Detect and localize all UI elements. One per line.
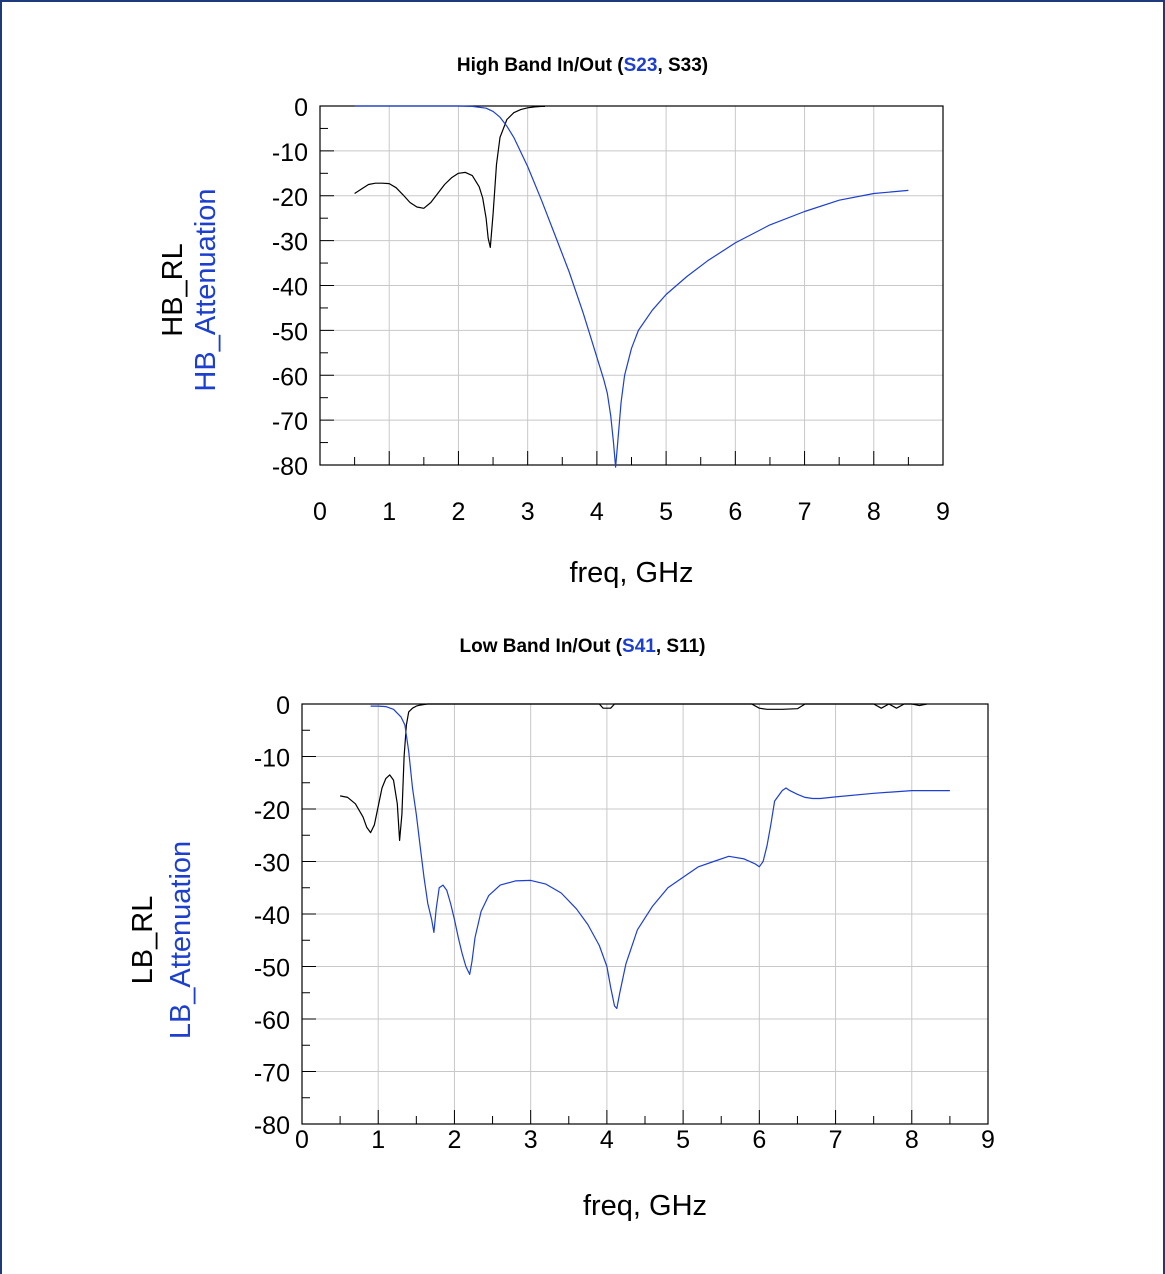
title-part: Low Band In/Out (	[459, 636, 623, 657]
x-tick-label: 4	[600, 1126, 614, 1154]
x-tick-label: 2	[451, 498, 465, 526]
x-tick-label: 3	[521, 498, 535, 526]
chart-title-high-band: High Band In/Out (S23, S33)	[0, 55, 1165, 77]
x-tick-label: 6	[728, 498, 742, 526]
low-band-series-line-2	[370, 705, 950, 1010]
y-tick-label: -70	[254, 1060, 290, 1088]
x-tick-label: 9	[981, 1126, 995, 1154]
x-tick-label: 1	[382, 498, 396, 526]
x-tick-label: 1	[371, 1126, 385, 1154]
x-tick-label: 5	[659, 498, 673, 526]
y-tick-label: -30	[254, 850, 290, 878]
x-tick-label: 0	[313, 498, 327, 526]
y-tick-label: -50	[254, 955, 290, 983]
x-axis-label: freq, GHz	[583, 1190, 707, 1222]
x-tick-label: 8	[867, 498, 881, 526]
x-axis-label: freq, GHz	[569, 557, 693, 589]
x-tick-label: 9	[936, 498, 950, 526]
title-part: S23	[623, 55, 658, 76]
title-part: S41	[622, 636, 656, 657]
x-tick-label: 7	[798, 498, 812, 526]
y-axis-label: HB_Attenuation	[190, 188, 222, 391]
chart-low-band: 0 1 2 3 4 5 6 7 8 9 0 -10 -20 -30 -40 -50 -60 -70 -80 freq,…	[127, 692, 995, 1222]
x-tick-label: 5	[676, 1126, 690, 1154]
y-tick-label: 0	[276, 692, 290, 720]
x-tick-label: 8	[905, 1126, 919, 1154]
y-axis-label: HB_RL	[157, 243, 189, 337]
x-tick-label: 2	[447, 1126, 461, 1154]
chart-title-low-band: Low Band In/Out (S41, S11)	[0, 636, 1165, 658]
y-tick-label: -70	[272, 408, 308, 436]
title-part: , S11)	[655, 636, 706, 657]
y-tick-label: -20	[254, 797, 290, 825]
chart-high-band: 0 1 2 3 4 5 6 7 8 9 0 -10 -20 -30 -40 -50 -60 -70 -80 freq,…	[157, 94, 950, 589]
y-axis-label: LB_RL	[127, 896, 159, 985]
low-band-series-line-1	[339, 703, 928, 842]
y-tick-label: -20	[272, 184, 308, 212]
y-tick-label: -80	[272, 453, 308, 481]
y-tick-label: -60	[272, 363, 308, 391]
x-tick-label: 7	[829, 1126, 843, 1154]
high-band-series-line-2	[354, 105, 909, 468]
x-tick-label: 0	[295, 1126, 309, 1154]
y-tick-label: 0	[294, 94, 308, 122]
x-tick-label: 6	[752, 1126, 766, 1154]
y-tick-label: -10	[254, 745, 290, 773]
y-tick-label: -60	[254, 1007, 290, 1035]
y-tick-label: -10	[272, 139, 308, 167]
y-tick-label: -30	[272, 229, 308, 257]
y-tick-label: -50	[272, 318, 308, 346]
title-part: , S33)	[657, 55, 709, 76]
y-tick-label: -40	[272, 274, 308, 302]
y-tick-label: -40	[254, 902, 290, 930]
x-tick-label: 3	[524, 1126, 538, 1154]
x-tick-label: 4	[590, 498, 604, 526]
high-band-series-line-1	[354, 105, 545, 248]
y-tick-label: -80	[254, 1112, 290, 1140]
title-part: High Band In/Out (	[456, 55, 624, 76]
y-axis-label: LB_Attenuation	[165, 841, 197, 1039]
